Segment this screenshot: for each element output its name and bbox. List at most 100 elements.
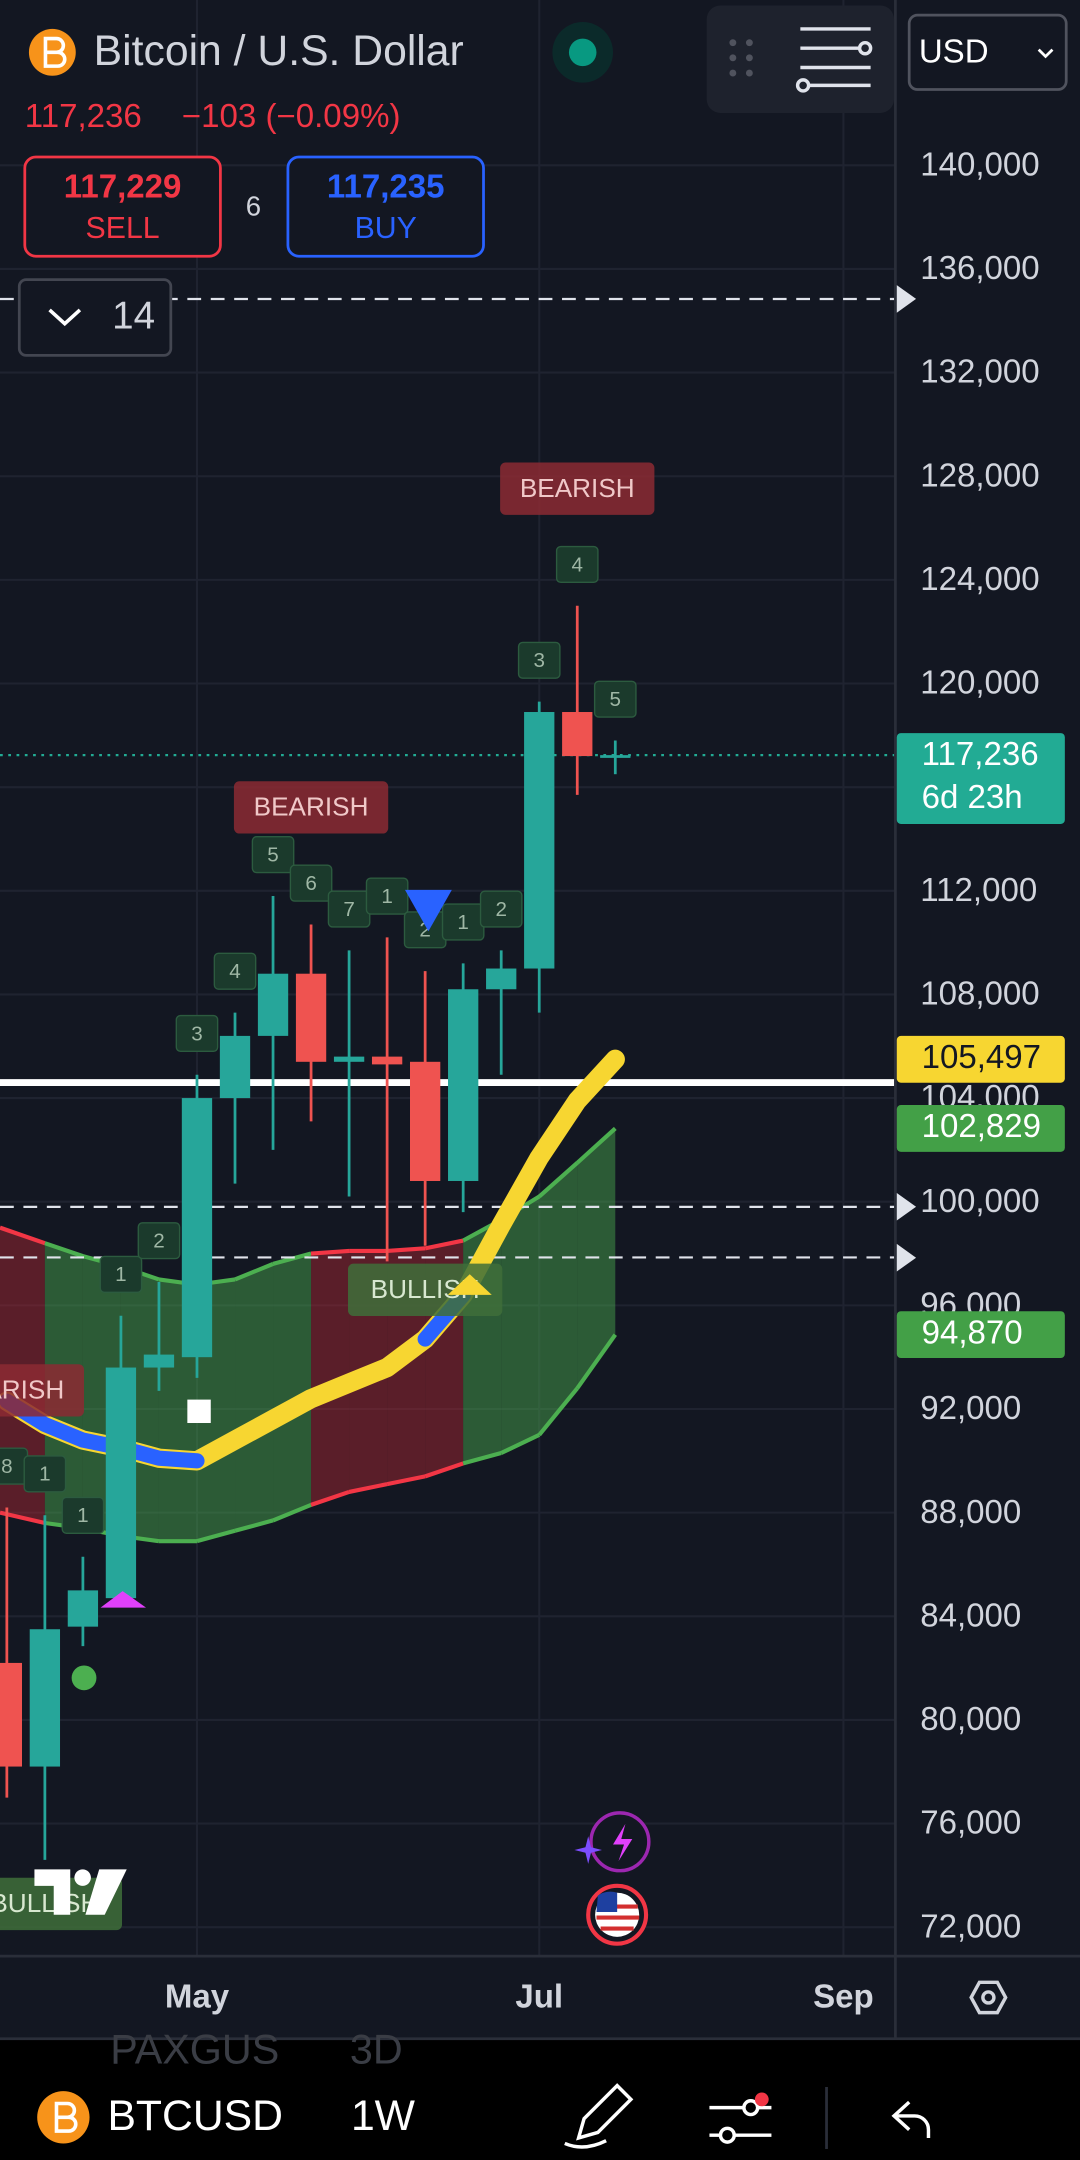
y-tick-label: 124,000 bbox=[920, 561, 1039, 598]
symbol: BTCUSD bbox=[107, 2092, 283, 2140]
band-lower bbox=[234, 1518, 274, 1533]
band-upper bbox=[386, 1246, 426, 1254]
candle-body bbox=[29, 1629, 61, 1767]
price-badges: 117,236 6d 23h 105,497 102,829 94,870 bbox=[896, 733, 1065, 1359]
currency: USD bbox=[919, 33, 989, 70]
count-box bbox=[61, 1496, 105, 1534]
count-box bbox=[213, 952, 257, 990]
count-label: 7 bbox=[343, 898, 355, 921]
band-upper bbox=[424, 1238, 464, 1251]
count-box bbox=[251, 836, 295, 874]
band-lower bbox=[196, 1528, 236, 1544]
band-lower bbox=[348, 1482, 388, 1494]
count-label: 5 bbox=[267, 843, 279, 866]
indicators-button[interactable] bbox=[709, 2092, 772, 2144]
symbol-button[interactable]: BTCUSD bbox=[37, 2091, 283, 2144]
x-tick-label: Jul bbox=[515, 1979, 563, 2016]
price-badge-label: 117,236 bbox=[922, 736, 1039, 773]
y-tick-label: 80,000 bbox=[920, 1701, 1021, 1738]
price-badge-label: 102,829 bbox=[922, 1108, 1041, 1145]
x-tick-label: Sep bbox=[813, 1979, 874, 2016]
count-label: 2 bbox=[153, 1230, 165, 1253]
symbol-name: Bitcoin / U.S. Dollar bbox=[94, 27, 464, 75]
candle-body bbox=[524, 712, 555, 969]
band-upper bbox=[0, 1225, 46, 1246]
price-badge-label: 94,870 bbox=[922, 1314, 1023, 1351]
previous-interval: 3D bbox=[350, 2026, 403, 2072]
candle-body bbox=[448, 989, 479, 1181]
band-lower bbox=[310, 1489, 350, 1507]
markers bbox=[71, 889, 492, 1691]
candle-body bbox=[333, 1056, 365, 1062]
band-fill bbox=[501, 1196, 540, 1454]
y-tick-label: 72,000 bbox=[920, 1908, 1021, 1945]
band-upper bbox=[234, 1261, 274, 1282]
dot-marker bbox=[71, 1665, 97, 1691]
level-arrows bbox=[896, 285, 917, 1272]
count-label: 1 bbox=[457, 911, 469, 934]
market-status-dot[interactable] bbox=[568, 38, 597, 67]
sell-button[interactable]: 117,229 SELL bbox=[23, 155, 222, 258]
signal-label: BEARISH bbox=[254, 792, 369, 822]
time-axis: May Jul Sep bbox=[165, 1979, 874, 2016]
price-badge-label: 105,497 bbox=[922, 1039, 1041, 1076]
y-tick-label: 88,000 bbox=[920, 1494, 1021, 1531]
spread: 6 bbox=[246, 190, 261, 221]
currency-selector[interactable]: USD bbox=[907, 13, 1068, 91]
sell-price: 117,229 bbox=[64, 168, 182, 205]
square-marker bbox=[187, 1399, 211, 1424]
candle-body bbox=[409, 1061, 441, 1181]
candle-body bbox=[486, 968, 517, 990]
interval[interactable]: 1W bbox=[351, 2092, 416, 2140]
count-box bbox=[137, 1222, 181, 1260]
band-lower bbox=[386, 1474, 426, 1487]
grid bbox=[0, 0, 896, 1957]
chevron bbox=[48, 308, 82, 327]
bitcoin-icon-glyph bbox=[43, 36, 67, 68]
buy-button[interactable]: 117,235 BUY bbox=[286, 155, 485, 258]
tradingview-logo bbox=[34, 1869, 127, 1915]
toolbar[interactable] bbox=[706, 5, 895, 113]
undo-button[interactable] bbox=[891, 2100, 931, 2138]
triangle-marker bbox=[100, 1591, 147, 1608]
price-badge bbox=[896, 733, 1065, 825]
chevron bbox=[1037, 48, 1054, 59]
candle-body bbox=[219, 1035, 251, 1099]
band-upper bbox=[310, 1248, 350, 1256]
signal-box bbox=[233, 781, 389, 834]
count-label: 6 bbox=[305, 872, 317, 895]
indicators-toggle[interactable]: 14 bbox=[17, 278, 173, 357]
y-tick-label: 128,000 bbox=[920, 457, 1039, 494]
band-lower bbox=[537, 1386, 579, 1437]
count-label: 1 bbox=[115, 1263, 126, 1286]
band-upper bbox=[272, 1251, 312, 1266]
count-label: 5 bbox=[610, 688, 622, 711]
signal-box bbox=[0, 1364, 84, 1417]
band-fill bbox=[539, 1162, 578, 1435]
candle-body bbox=[257, 973, 289, 1036]
count-box bbox=[517, 641, 561, 679]
y-tick-label: 132,000 bbox=[920, 354, 1039, 391]
y-tick-label: 136,000 bbox=[920, 250, 1039, 287]
price-badge bbox=[896, 1035, 1065, 1083]
indicator-count: 14 bbox=[112, 294, 155, 337]
signal-box bbox=[348, 1263, 503, 1317]
band-fill bbox=[273, 1253, 312, 1521]
count-box bbox=[555, 545, 599, 584]
band-upper bbox=[44, 1241, 84, 1259]
settings-button[interactable] bbox=[969, 1980, 1008, 2015]
plot-area: 8BEARISH1BULLISH1123456BEARISH712BULLISH… bbox=[0, 297, 896, 1931]
sell-label: SELL bbox=[86, 212, 160, 245]
band-lower bbox=[500, 1433, 541, 1455]
y-tick-label: 100,000 bbox=[920, 1183, 1039, 1220]
draw-button[interactable] bbox=[564, 2083, 634, 2149]
candle-body bbox=[562, 712, 593, 757]
count-label: 4 bbox=[572, 553, 584, 576]
candle-body bbox=[371, 1056, 403, 1065]
count-label: 3 bbox=[191, 1022, 202, 1045]
buy-label: BUY bbox=[355, 212, 417, 245]
currency-box bbox=[907, 13, 1068, 91]
drag-handle bbox=[729, 39, 753, 77]
y-tick-label: 120,000 bbox=[920, 665, 1039, 702]
